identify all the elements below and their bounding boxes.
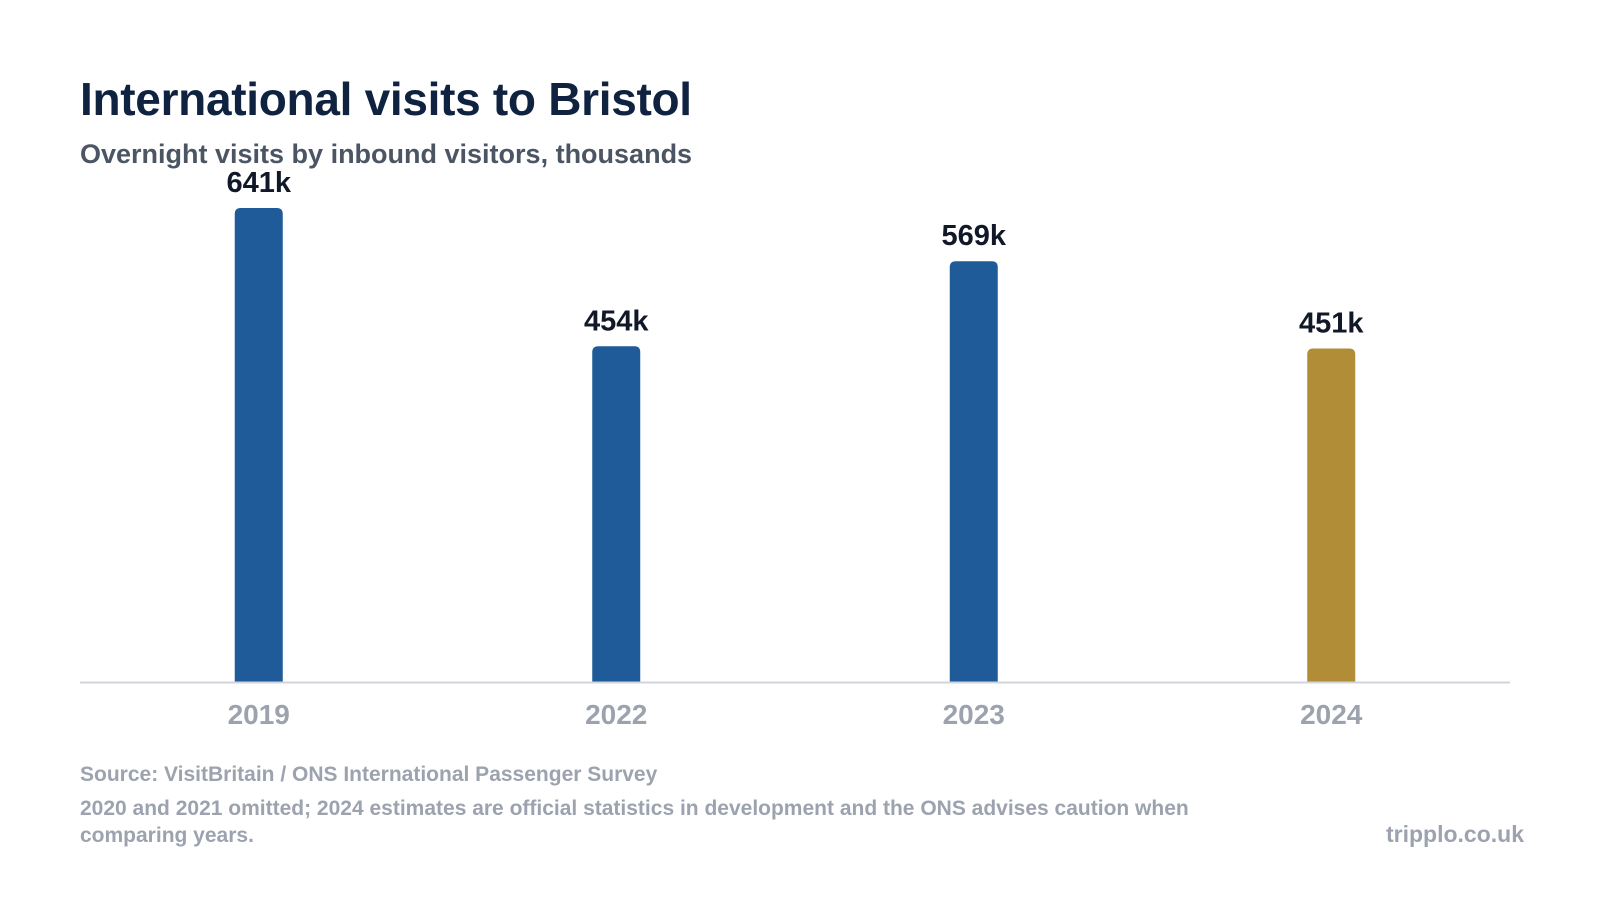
bars-group <box>234 208 1356 682</box>
x-tick-2024: 2024 <box>1300 699 1363 730</box>
value-label-2022: 454k <box>584 305 649 337</box>
x-tick-2023: 2023 <box>943 699 1005 730</box>
chart-title: International visits to Bristol <box>80 73 692 125</box>
value-labels-group: 641k 454k 569k 451k <box>226 167 1364 339</box>
bar-2022 <box>592 346 641 682</box>
x-tick-2022: 2022 <box>585 699 647 730</box>
value-label-2023: 569k <box>941 220 1006 252</box>
x-axis-ticks-group: 2019 2022 2023 2024 <box>228 699 1363 730</box>
footnote: 2020 and 2021 omitted; 2024 estimates ar… <box>80 797 1189 847</box>
source-note: Source: VisitBritain / ONS International… <box>80 763 658 786</box>
bar-2019 <box>234 208 283 682</box>
value-label-2024: 451k <box>1299 307 1364 339</box>
bar-2023 <box>949 261 998 682</box>
value-label-2019: 641k <box>226 167 291 199</box>
x-tick-2019: 2019 <box>228 699 290 730</box>
bar-2024 <box>1307 348 1356 682</box>
bar-chart: 641k 454k 569k 451k 2019 2022 2023 2024 <box>80 167 1510 730</box>
chart-subtitle: Overnight visits by inbound visitors, th… <box>80 139 693 169</box>
brand-link[interactable]: tripplo.co.uk <box>1386 821 1524 847</box>
